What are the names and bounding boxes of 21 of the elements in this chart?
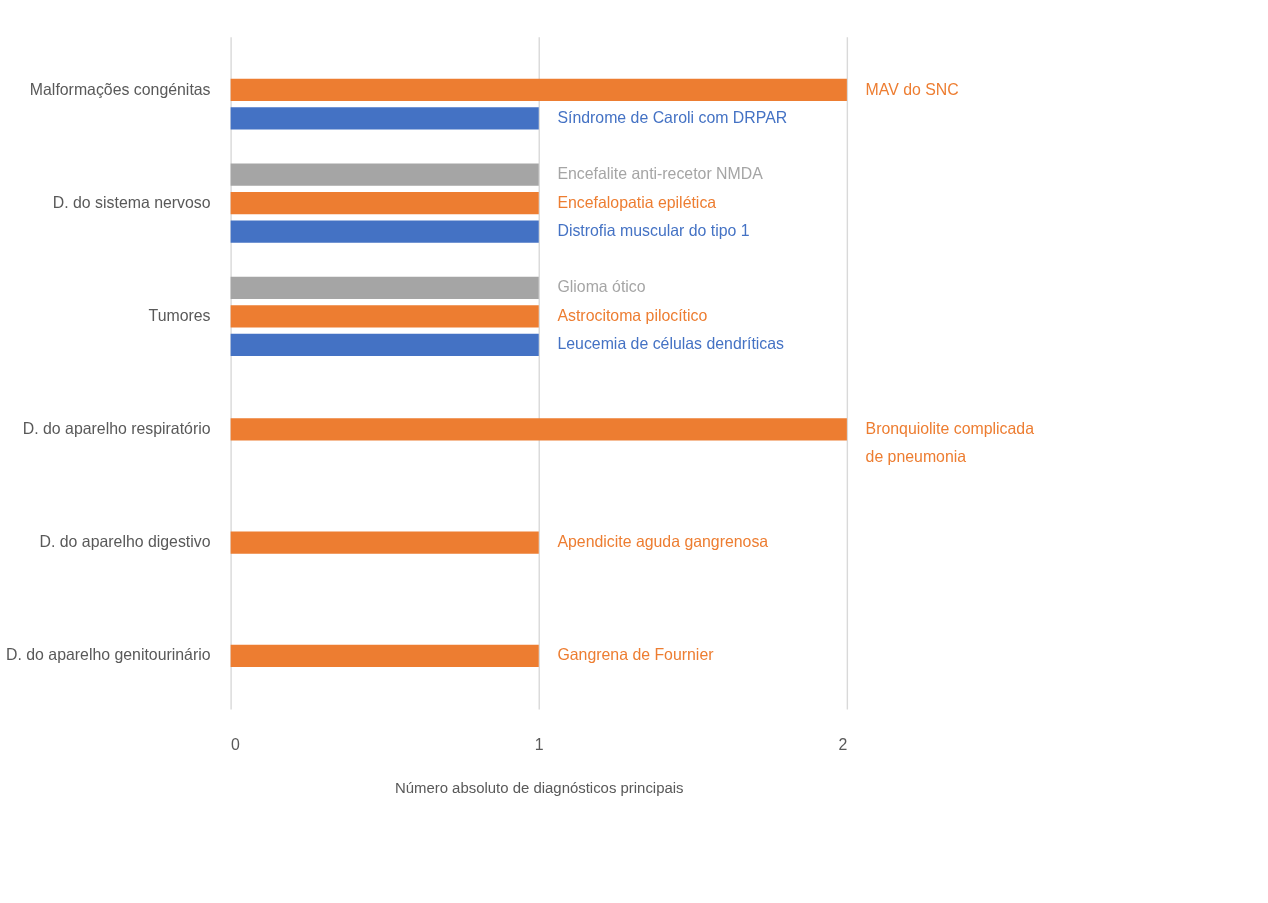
data-label: Encefalopatia epilética [557,193,717,211]
data-label: Leucemia de células dendríticas [557,335,785,353]
data-label: Encefalite anti-recetor NMDA [557,165,764,183]
y-tick-label: D. do aparelho respiratório [22,420,211,438]
x-tick-label: 2 [838,735,848,753]
data-label: Glioma ótico [557,278,646,296]
x-axis-title: Número absoluto de diagnósticos principais [394,778,684,796]
y-tick-label: D. do aparelho digestivo [39,533,211,551]
y-tick-label: Tumores [148,306,211,324]
data-label: Síndrome de Caroli com DRPAR [557,109,788,127]
x-tick-label: 0 [231,735,241,753]
data-label: Distrofia muscular do tipo 1 [557,222,750,240]
x-tick-label: 1 [534,735,544,753]
y-tick-label: Malformações congénitas [29,80,211,98]
y-tick-label: D. do sistema nervoso [52,193,211,211]
data-label: Bronquiolite complicada de pneumonia [865,420,1035,466]
data-label: Astrocitoma pilocítico [557,306,708,324]
data-label: Gangrena de Fournier [557,646,715,664]
data-label: Apendicite aguda gangrenosa [557,533,769,551]
y-tick-label: D. do aparelho genitourinário [6,646,211,664]
data-label: MAV do SNC [865,80,959,98]
